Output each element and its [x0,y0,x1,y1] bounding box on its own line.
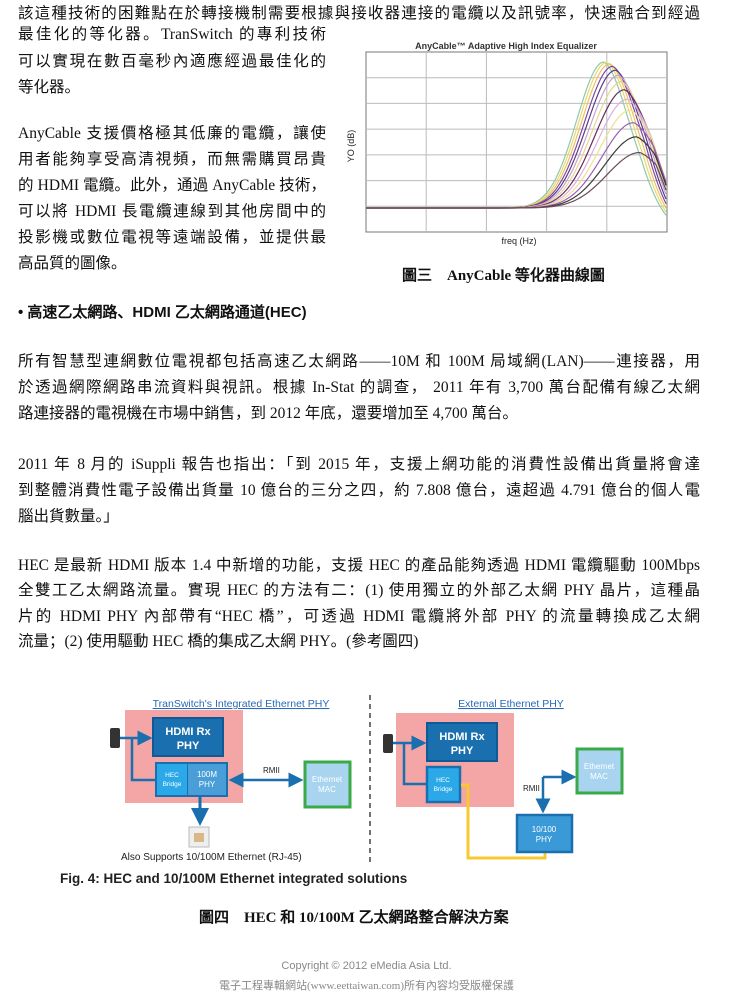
block-label: Bridge [434,786,453,793]
hdmi-connector-icon [110,728,120,748]
hdmi-rx-phy-block [426,722,498,762]
block-label: Ethernet [584,762,615,771]
text-line: 等化器。 [18,79,81,96]
block-label: MAC [590,772,608,781]
block-label: PHY [177,740,200,752]
block-label: HDMI Rx [439,731,485,743]
block-label: PHY [199,780,216,789]
connector-line [130,738,155,782]
block-label: PHY [536,835,553,844]
text-line: 片的 HDMI PHY 內部帶有“HEC 橋”，可透過 HDMI 電纜將外部 P… [18,608,700,625]
text-line: 路連接器的電視機在市場中銷售，到 2012 年底，還要增加至 4,700 萬台。 [18,405,518,422]
equalizer-chart-figure: AnyCable™ Adaptive High Index Equalizer … [346,41,668,246]
rj45-port [194,833,204,842]
block-label: Ethernet [312,775,343,784]
hec-ethernet-diagram: TranSwitch's Integrated Ethernet PHY HDM… [60,695,624,886]
hec-bridge-block [157,764,187,795]
ethernet-mac-block [303,760,352,809]
section-heading: • 高速乙太網路、HDMI 乙太網路通道(HEC) [18,304,307,321]
text-line: 該這種技術的困難點在於轉接機制需要根據與接收器連接的電纜以及訊號率，快速融合到經… [18,5,700,22]
block-label: HDMI Rx [165,726,211,738]
text-line: 全雙工乙太網路流量。實現 HEC 的方法有二：(1) 使用獨立的外部乙太網 PH… [18,582,700,599]
y-axis-label: YO (dB) [346,130,356,163]
text-line: HEC 是最新 HDMI 版本 1.4 中新增的功能，支援 HEC 的產品能夠透… [18,557,700,574]
figure4-label: Fig. 4: HEC and 10/100M Ethernet integra… [60,871,407,886]
text-line: 可以實現在數百毫秒內適應經過最佳化的 [18,53,326,70]
text-line: 到整體消費性電子設備出貨量 10 億台的三分之四，約 7.808 億台，遠超過 … [18,482,700,499]
block-label: HEC [436,777,450,784]
text-line: 所有智慧型連網數位電視都包括高速乙太網路——10M 和 100M 局域網(LAN… [18,353,700,370]
grid [366,52,667,232]
block-label: MAC [318,785,336,794]
100m-phy-block [188,764,226,795]
ethernet-mac-block [575,747,624,795]
hdmi-rx-phy-block [152,717,224,757]
text-line: 投影機或數位電視等遠端設備，並提供最 [18,229,326,246]
block-label: HEC [165,772,179,779]
text-line: 腦出貨數量。」 [18,508,119,525]
text-line: 流量；(2) 使用驅動 HEC 橋的集成乙太網 PHY。(參考圖四) [18,633,419,650]
text-line: 2011 年 8 月的 iSuppli 報告也指出：「到 2015 年，支援上網… [18,456,700,473]
chart-title: AnyCable™ Adaptive High Index Equalizer [415,41,597,51]
text-line: 最佳化的等化器。TranSwitch 的專利技術 [18,26,326,43]
hec-yellow-line [461,783,547,860]
figure3-caption: 圖三 AnyCable 等化器曲線圖 [402,268,605,284]
text-line: 於透過網際網路串流資料與視訊。根據 In-Stat 的調查， 2011 年有 3… [18,379,700,396]
10-100-phy-block [515,813,574,854]
text-line: 的 HDMI 電纜。此外，通過 AnyCable 技術， [18,177,326,194]
figure4-caption: 圖四 HEC 和 10/100M 乙太網路整合解決方案 [199,910,509,926]
block-label: 10/100 [532,825,557,834]
right-diagram-title: External Ethernet PHY [458,698,564,710]
left-diagram-title: TranSwitch's Integrated Ethernet PHY [153,698,330,710]
copyright: Copyright © 2012 eMedia Asia Ltd. [281,960,452,972]
equalizer-curve [366,152,667,209]
curves [366,61,667,216]
block-label: Bridge [163,781,182,788]
block-label: PHY [451,745,474,757]
text-line: 可以將 HDMI 長電纜連線到其他房間中的 [18,203,326,220]
text-line: 用者能夠享受高清視頻，而無需購買昂貴 [18,151,326,168]
copyright-notice: 電子工程專輯網站(www.eettaiwan.com)所有內容均受版權保護 [218,980,515,992]
block-label: 100M [197,770,217,779]
hdmi-connector-icon [383,734,393,753]
connector-line [402,743,427,786]
hec-bridge-block [425,765,462,804]
text-line: 高品質的圖像。 [18,255,127,272]
rmii-label: RMII [263,766,280,775]
x-axis-label: freq (Hz) [501,236,536,246]
text-line: AnyCable 支援價格極其低廉的電纜，讓使 [18,125,326,142]
rmii-label: RMII [523,784,540,793]
rj45-note: Also Supports 10/100M Ethernet (RJ-45) [121,852,302,863]
